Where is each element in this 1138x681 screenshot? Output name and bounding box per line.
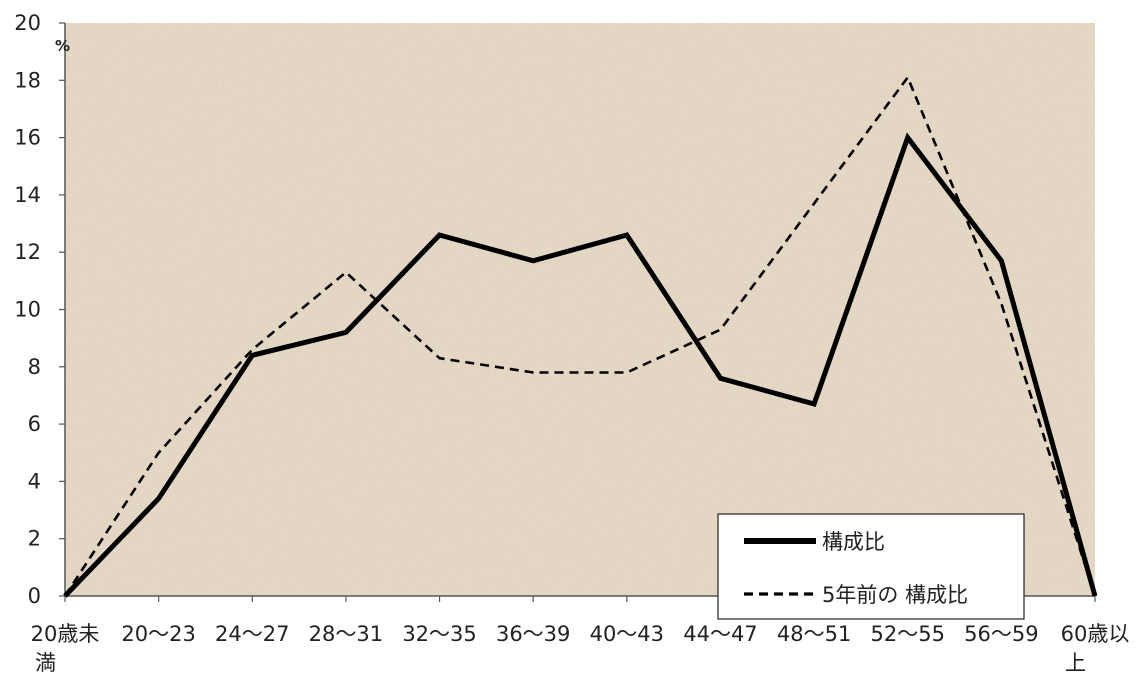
x-tick-label: 40～43 <box>590 622 664 646</box>
x-tick-label: 20～23 <box>121 622 195 646</box>
x-tick-label: 44～47 <box>683 622 757 646</box>
x-tick-label: 36～39 <box>496 622 570 646</box>
y-tick-label: 10 <box>14 298 41 322</box>
y-tick-label: 2 <box>28 527 41 551</box>
x-tick-label: 上 <box>1065 651 1086 675</box>
x-tick-label: 48～51 <box>777 622 851 646</box>
y-tick-label: 14 <box>14 183 41 207</box>
legend: 構成比 5年前の 構成比 <box>717 513 1025 620</box>
plot-area <box>65 23 1095 596</box>
y-tick-label: 18 <box>14 68 41 92</box>
x-tick-label: 60歳以 <box>1061 622 1130 646</box>
legend-label-2: 5年前の 構成比 <box>822 583 968 607</box>
series-line-1 <box>63 132 1098 598</box>
legend-box <box>717 513 1025 620</box>
y-tick-label: 12 <box>14 240 41 264</box>
y-tick-label: 6 <box>28 412 41 436</box>
x-tick-label: 20歳未 <box>31 622 100 646</box>
y-tick-label: 4 <box>28 469 41 493</box>
y-tick-label: 0 <box>28 584 41 608</box>
x-tick-label: 56～59 <box>964 622 1038 646</box>
x-tick-label: 満 <box>35 651 56 675</box>
legend-label-1: 構成比 <box>822 530 885 554</box>
x-tick-label: 52～55 <box>871 622 945 646</box>
y-unit-label: % <box>55 37 70 55</box>
x-tick-label: 24～27 <box>215 622 289 646</box>
y-tick-label: 8 <box>28 355 41 379</box>
x-tick-label: 32～35 <box>402 622 476 646</box>
series-line-2 <box>63 74 1097 597</box>
y-tick-label: 16 <box>14 126 41 150</box>
y-tick-label: 20 <box>14 11 41 35</box>
x-tick-label: 28～31 <box>309 622 383 646</box>
